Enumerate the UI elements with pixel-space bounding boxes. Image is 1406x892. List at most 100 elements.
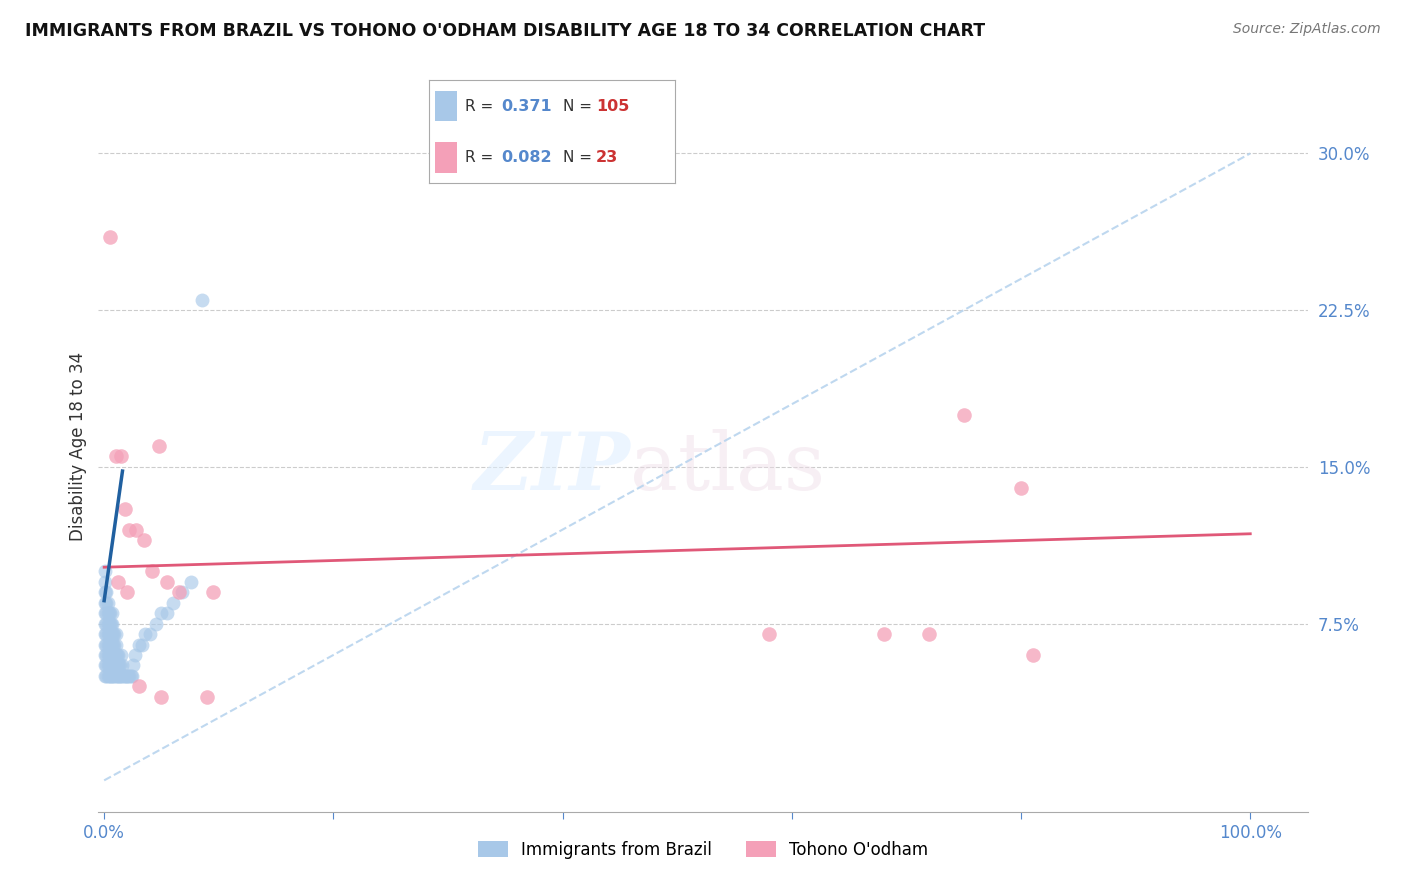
Point bbox=[98, 638, 121, 652]
Point bbox=[190, 293, 212, 307]
Point bbox=[105, 648, 128, 662]
Point bbox=[110, 450, 132, 464]
Point bbox=[94, 565, 117, 579]
Point bbox=[110, 669, 132, 683]
Point bbox=[97, 596, 120, 610]
Point bbox=[100, 616, 122, 631]
Point bbox=[202, 585, 225, 599]
Point bbox=[94, 574, 117, 589]
Point bbox=[107, 669, 129, 683]
Point bbox=[145, 616, 167, 631]
Point bbox=[103, 669, 125, 683]
Point bbox=[108, 669, 131, 683]
Point bbox=[94, 616, 117, 631]
Point bbox=[103, 638, 125, 652]
Point bbox=[105, 658, 128, 673]
Point bbox=[100, 669, 122, 683]
Point bbox=[98, 648, 121, 662]
Point bbox=[101, 616, 124, 631]
Point bbox=[104, 658, 127, 673]
Point bbox=[100, 638, 122, 652]
Point bbox=[98, 230, 121, 244]
Point bbox=[112, 669, 135, 683]
Point bbox=[111, 658, 134, 673]
Point bbox=[104, 638, 127, 652]
Point bbox=[96, 658, 118, 673]
Point bbox=[139, 627, 162, 641]
Text: atlas: atlas bbox=[630, 429, 825, 507]
Point bbox=[103, 658, 125, 673]
Point bbox=[97, 658, 120, 673]
Point bbox=[96, 669, 118, 683]
Point bbox=[96, 648, 118, 662]
Point bbox=[98, 627, 121, 641]
Point bbox=[103, 648, 125, 662]
Point bbox=[128, 679, 150, 693]
Point bbox=[94, 638, 117, 652]
Point bbox=[104, 669, 127, 683]
Point bbox=[107, 658, 129, 673]
Point bbox=[180, 574, 202, 589]
Legend: Immigrants from Brazil, Tohono O'odham: Immigrants from Brazil, Tohono O'odham bbox=[471, 834, 935, 865]
Point bbox=[172, 585, 194, 599]
Point bbox=[97, 658, 120, 673]
Point bbox=[101, 669, 124, 683]
Text: ZIP: ZIP bbox=[474, 429, 630, 507]
Point bbox=[103, 648, 125, 662]
Point bbox=[97, 627, 120, 641]
Text: 105: 105 bbox=[596, 99, 630, 114]
Point bbox=[96, 585, 118, 599]
Point bbox=[97, 648, 120, 662]
Text: N =: N = bbox=[562, 99, 592, 114]
Point bbox=[101, 606, 124, 620]
Point bbox=[101, 648, 124, 662]
Point bbox=[101, 658, 124, 673]
Point bbox=[156, 606, 179, 620]
Point bbox=[103, 669, 125, 683]
Point bbox=[97, 638, 120, 652]
Point bbox=[134, 533, 156, 547]
Point bbox=[131, 638, 153, 652]
Point bbox=[150, 690, 173, 704]
Point bbox=[872, 627, 894, 641]
Point bbox=[195, 690, 218, 704]
Point bbox=[104, 648, 127, 662]
Point bbox=[107, 574, 129, 589]
Point bbox=[94, 585, 117, 599]
Point bbox=[115, 669, 138, 683]
Point bbox=[103, 627, 125, 641]
Point bbox=[1010, 481, 1032, 495]
Point bbox=[150, 606, 173, 620]
Point bbox=[97, 627, 120, 641]
Point bbox=[118, 669, 141, 683]
Point bbox=[101, 627, 124, 641]
Point bbox=[120, 669, 142, 683]
Point bbox=[97, 616, 120, 631]
Point bbox=[100, 627, 122, 641]
Point bbox=[94, 648, 117, 662]
Point bbox=[96, 638, 118, 652]
Point bbox=[96, 616, 118, 631]
Point bbox=[97, 606, 120, 620]
Point bbox=[97, 606, 120, 620]
Point bbox=[121, 669, 143, 683]
Point bbox=[156, 574, 179, 589]
Point bbox=[94, 658, 117, 673]
Point bbox=[94, 627, 117, 641]
Point bbox=[103, 638, 125, 652]
Point bbox=[115, 585, 138, 599]
Point bbox=[97, 648, 120, 662]
Point bbox=[108, 658, 131, 673]
Point bbox=[167, 585, 190, 599]
Text: Source: ZipAtlas.com: Source: ZipAtlas.com bbox=[1233, 22, 1381, 37]
Point bbox=[98, 606, 121, 620]
Point bbox=[128, 638, 150, 652]
Point bbox=[96, 596, 118, 610]
Point bbox=[758, 627, 780, 641]
Point bbox=[124, 648, 146, 662]
Point bbox=[98, 658, 121, 673]
Point bbox=[1021, 648, 1043, 662]
Point bbox=[98, 616, 121, 631]
Point bbox=[97, 669, 120, 683]
Bar bbox=[434, 142, 457, 173]
